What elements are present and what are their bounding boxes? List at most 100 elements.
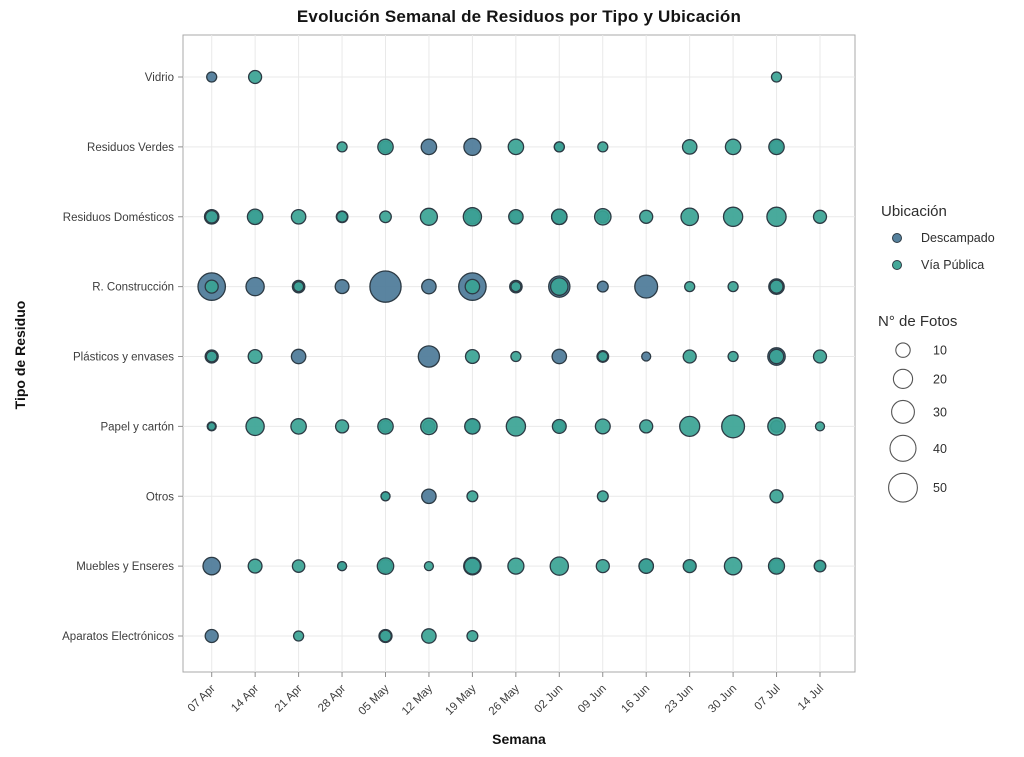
bubble xyxy=(246,208,264,226)
bubble xyxy=(291,559,306,573)
bubble xyxy=(466,629,479,643)
bubble xyxy=(682,349,697,364)
bubble xyxy=(722,206,744,228)
bubble xyxy=(681,139,698,155)
bubble xyxy=(812,209,828,224)
bubble xyxy=(420,138,438,156)
x-tick-label: 05 May xyxy=(356,682,391,717)
bubble xyxy=(510,280,522,293)
legend: Ubicación Descampado Vía Pública N° de Fo… xyxy=(878,203,995,503)
bubble xyxy=(597,350,609,363)
bubble xyxy=(463,137,482,157)
y-tick-label: Otros xyxy=(146,491,174,503)
bubble xyxy=(766,206,787,228)
bubble xyxy=(464,418,481,435)
bubble xyxy=(336,210,349,223)
bubble xyxy=(639,209,654,224)
legend-size-circle xyxy=(892,368,914,390)
plot-area: 07 Apr 14 Apr 21 Apr 28 Apr 05 May 12 May 19 M… xyxy=(62,34,856,718)
y-tick-label: R. Construcción xyxy=(92,282,174,294)
bubble xyxy=(380,491,391,502)
y-tick-label: Residuos Verdes xyxy=(87,142,174,154)
bubble xyxy=(334,419,350,434)
bubble xyxy=(423,560,435,572)
legend-size-label: 10 xyxy=(933,344,947,358)
bubble xyxy=(379,629,392,643)
bubble xyxy=(420,417,438,436)
bubble xyxy=(510,350,522,363)
bubble xyxy=(549,556,570,576)
bubble xyxy=(813,559,827,573)
x-tick-label: 23 Jun xyxy=(663,683,696,716)
legend-location-dot xyxy=(892,233,902,243)
bubble xyxy=(507,557,525,575)
y-tick-label: Plásticos y envases xyxy=(73,352,174,364)
y-tick-label: Papel y cartón xyxy=(100,421,174,433)
bubble xyxy=(553,141,565,153)
bubble xyxy=(596,280,609,293)
bubble xyxy=(421,628,437,644)
bubble xyxy=(767,417,786,436)
legend-location-title: Ubicación xyxy=(881,203,947,220)
bubble xyxy=(724,138,742,156)
legend-size-label: 40 xyxy=(933,442,947,456)
x-axis-title: Semana xyxy=(492,731,546,747)
bubble xyxy=(421,488,437,505)
legend-location-dot xyxy=(892,260,902,270)
bubble xyxy=(336,560,348,572)
bubble xyxy=(419,207,439,226)
x-tick-label: 09 Jun xyxy=(576,683,609,716)
bubble xyxy=(680,207,700,227)
bubble xyxy=(377,138,394,156)
bubble xyxy=(551,418,567,434)
bubble xyxy=(597,141,609,153)
bubble xyxy=(550,208,568,226)
x-tick-label: 02 Jun xyxy=(533,683,566,716)
bubble xyxy=(684,280,696,293)
legend-size-circle xyxy=(895,342,911,358)
bubble xyxy=(377,418,394,435)
bubble xyxy=(245,276,265,297)
bubble xyxy=(247,348,263,365)
legend-size-circle xyxy=(888,472,918,503)
bubble xyxy=(682,558,697,574)
bubble xyxy=(768,348,785,365)
legend-size-label: 50 xyxy=(933,481,947,495)
bubble xyxy=(207,421,217,431)
bubble xyxy=(594,418,611,435)
legend-size-label: 30 xyxy=(933,405,947,419)
bubble xyxy=(638,558,655,574)
bubble xyxy=(334,279,350,295)
bubble xyxy=(292,280,305,293)
bubble xyxy=(421,278,437,295)
bubble xyxy=(507,138,525,156)
x-tick-label: 07 Apr xyxy=(186,683,218,715)
bubble xyxy=(551,348,568,365)
bubble xyxy=(596,490,609,503)
y-tick-label: Vidrio xyxy=(145,72,174,84)
bubble xyxy=(336,141,348,153)
x-tick-label: 14 Apr xyxy=(229,683,261,715)
y-tick-label: Muebles y Enseres xyxy=(76,561,174,573)
bubble xyxy=(769,489,784,504)
bubble xyxy=(369,270,402,303)
x-tick-label: 07 Jul xyxy=(752,683,782,713)
bubble xyxy=(463,557,482,575)
bubble xyxy=(245,416,265,437)
bubble xyxy=(290,418,307,435)
bubble xyxy=(290,208,307,225)
x-tick-label: 14 Jul xyxy=(796,683,826,713)
bubble xyxy=(204,628,219,644)
legend-size-circle xyxy=(889,434,917,462)
legend-size-circle xyxy=(891,399,915,424)
bubble xyxy=(721,414,746,439)
x-tick-label: 30 Jun xyxy=(706,683,739,716)
bubble xyxy=(634,274,659,299)
bubble xyxy=(202,556,222,576)
bubble xyxy=(417,345,441,368)
bubble xyxy=(464,278,481,295)
legend-location-label: Descampado xyxy=(921,231,995,245)
bubble xyxy=(247,558,263,574)
